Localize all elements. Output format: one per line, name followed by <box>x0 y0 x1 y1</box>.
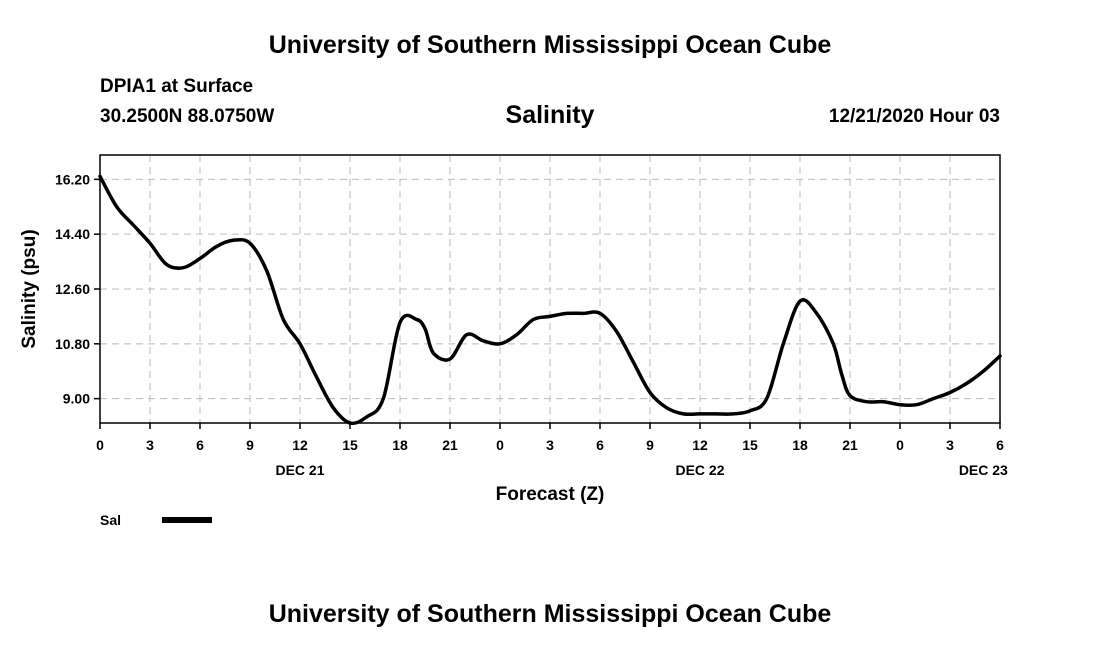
y-tick-label: 16.20 <box>55 171 90 187</box>
x-tick-label: 0 <box>896 437 904 453</box>
x-tick-label: 9 <box>646 437 654 453</box>
y-axis: 9.00 10.80 12.60 14.40 16.20 <box>55 171 100 407</box>
x-tick-label: 12 <box>692 437 708 453</box>
x-axis-title: Forecast (Z) <box>496 484 605 505</box>
x-tick-label: 0 <box>96 437 104 453</box>
coordinates-label: 30.2500N 88.0750W <box>100 106 275 127</box>
x-tick-label: 12 <box>292 437 308 453</box>
x-tick-label: 3 <box>546 437 554 453</box>
date-label: DEC 23 <box>959 462 1008 478</box>
x-tick-label: 18 <box>792 437 808 453</box>
x-tick-label: 0 <box>496 437 504 453</box>
y-axis-title: Salinity (psu) <box>19 229 40 348</box>
x-tick-label: 15 <box>342 437 358 453</box>
x-tick-label: 6 <box>596 437 604 453</box>
series-line-sal <box>98 174 1002 426</box>
x-tick-label: 3 <box>146 437 154 453</box>
x-tick-label: 21 <box>442 437 458 453</box>
x-tick-label: 3 <box>946 437 954 453</box>
y-tick-label: 14.40 <box>55 226 90 242</box>
y-tick-label: 12.60 <box>55 281 90 297</box>
y-tick-label: 9.00 <box>63 391 90 407</box>
x-tick-label: 15 <box>742 437 758 453</box>
station-label: DPIA1 at Surface <box>100 76 254 97</box>
series-group <box>98 174 1002 426</box>
top-title: University of Southern Mississippi Ocean… <box>268 31 832 59</box>
timestamp-label: 12/21/2020 Hour 03 <box>828 106 1000 127</box>
bottom-title: University of Southern Mississippi Ocean… <box>268 600 832 628</box>
grid-lines <box>100 155 1000 423</box>
x-axis: 0 3 6 9 12 15 18 21 0 3 6 9 12 15 18 21 0 3 6 <box>96 423 1004 453</box>
x-tick-label: 9 <box>246 437 254 453</box>
date-label: DEC 21 <box>275 462 324 478</box>
x-tick-label: 21 <box>842 437 858 453</box>
date-label: DEC 22 <box>675 462 724 478</box>
x-tick-label: 6 <box>196 437 204 453</box>
legend-label: Sal <box>100 512 121 528</box>
date-labels: DEC 21 DEC 22 DEC 23 <box>275 462 1008 478</box>
x-tick-label: 18 <box>392 437 408 453</box>
chart-title: Salinity <box>505 101 595 129</box>
x-tick-label: 6 <box>996 437 1004 453</box>
y-tick-label: 10.80 <box>55 336 90 352</box>
